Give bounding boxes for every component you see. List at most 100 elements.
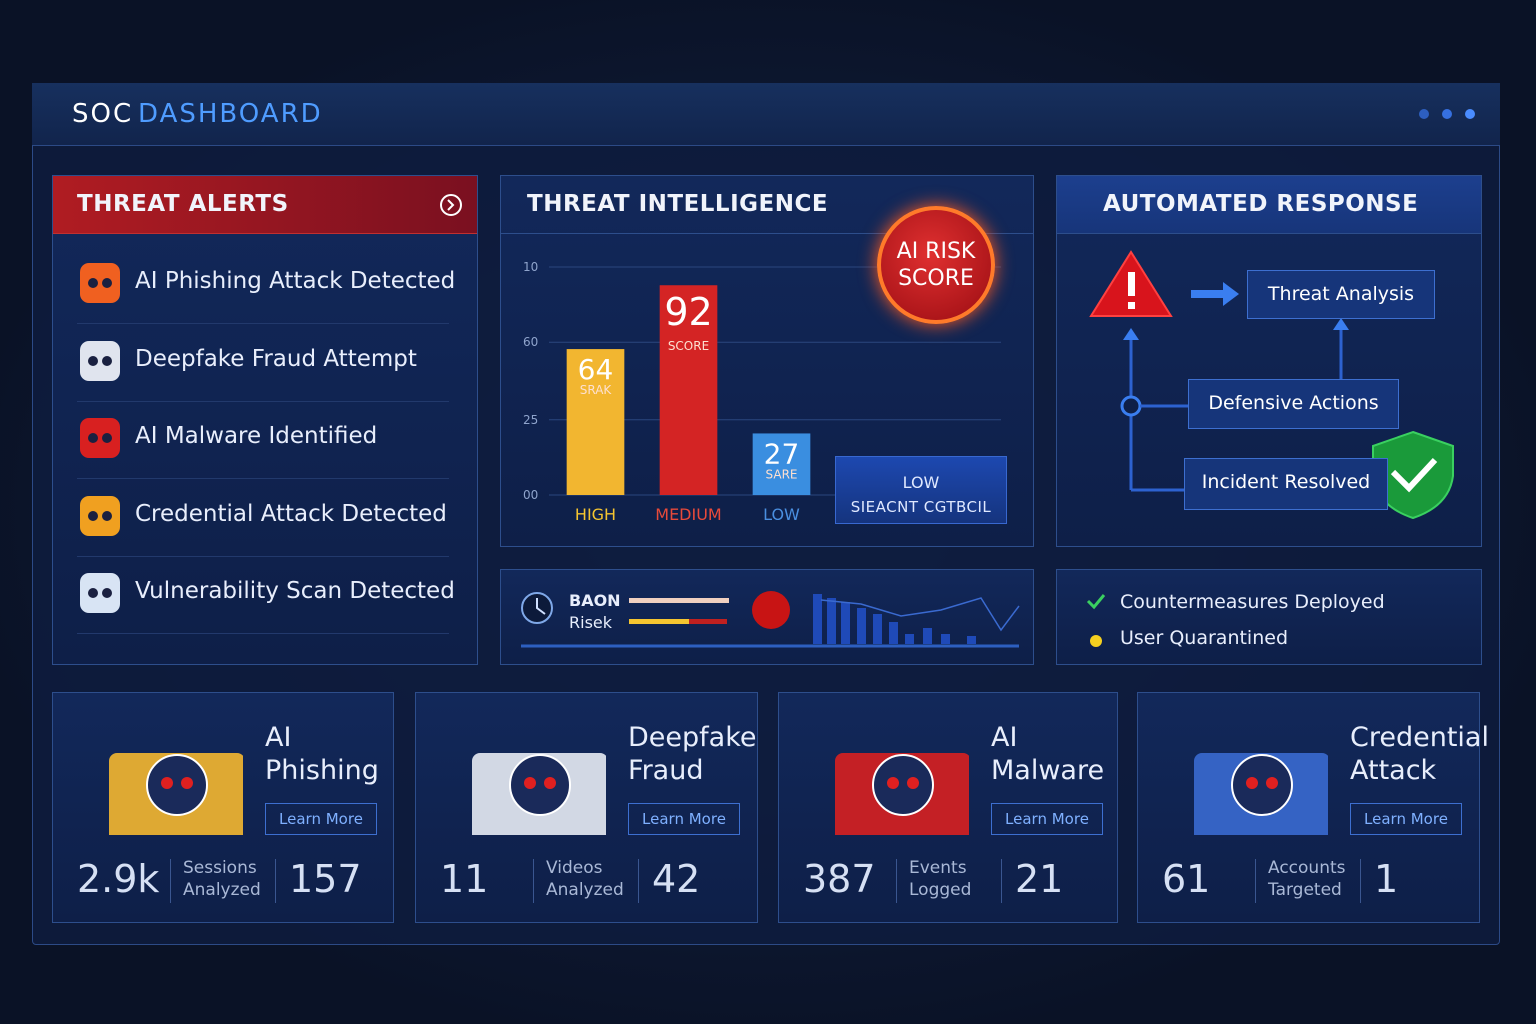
bar-value: 64: [578, 353, 614, 386]
divider: [638, 859, 639, 903]
icon-shape: [146, 754, 208, 816]
learn-more-button[interactable]: Learn More: [991, 803, 1103, 835]
stat-card: AI Malware Learn More 387 Events Logged 21: [778, 692, 1118, 923]
card-title: Credential Attack: [1350, 722, 1489, 786]
alert-item: Vulnerability Scan Detected: [77, 556, 455, 634]
y-tick-label: 10: [523, 260, 538, 274]
panel-header: THREAT INTELLIGENCE: [501, 176, 1033, 234]
alert-icon: [80, 263, 120, 303]
top-bar: SOC DASHBOARD: [32, 83, 1500, 146]
status-item: Countermeasures Deployed: [1120, 591, 1385, 613]
divider: [533, 859, 534, 903]
icon-shape: [524, 777, 536, 789]
stat-label: Accounts Targeted: [1268, 858, 1346, 900]
legend-box: LOW SIEACNT CGTBCIL: [835, 456, 1007, 524]
bar: [752, 433, 811, 495]
panel-title: THREAT INTELLIGENCE: [527, 191, 829, 217]
y-tick-label: 60: [523, 335, 538, 349]
bar-value: 27: [764, 437, 800, 470]
alert-text: Deepfake Fraud Attempt: [135, 345, 417, 372]
stat-value: 21: [1015, 857, 1064, 901]
learn-more-button[interactable]: Learn More: [628, 803, 740, 835]
divider: [275, 859, 276, 903]
stat-value: 11: [440, 857, 489, 901]
automated-response-panel: AUTOMATED RESPONSE Threat Analysis Defen…: [1056, 175, 1482, 547]
alert-text: AI Malware Identified: [135, 423, 378, 449]
card-icon: [109, 753, 243, 835]
icon-shape: [181, 777, 193, 789]
icon-shape: [80, 263, 120, 303]
flow-node: Defensive Actions: [1188, 379, 1399, 429]
stat-value: 1: [1374, 857, 1399, 901]
expand-icon[interactable]: [438, 192, 464, 218]
icon-shape: [907, 777, 919, 789]
panel-title: THREAT ALERTS: [77, 191, 289, 217]
icon-shape: [1246, 777, 1258, 789]
strip-label: BAON: [569, 591, 621, 610]
icon-shape: [1231, 754, 1293, 816]
alert-icon: [80, 573, 120, 613]
card-title: AI Phishing: [265, 722, 379, 786]
bar-sublabel: SRAK: [580, 383, 613, 397]
stat-card: Credential Attack Learn More 61 Accounts Ta…: [1137, 692, 1489, 923]
threat-intel-panel: THREAT INTELLIGENCE 00 25 60 10 64 SRAK HIGH 92…: [500, 175, 1034, 547]
stat-value: 387: [803, 857, 876, 901]
icon-shape: [102, 510, 112, 521]
x-tick-label: HIGH: [575, 505, 616, 524]
icon-shape: [509, 754, 571, 816]
alert-text: AI Phishing Attack Detected: [135, 268, 456, 294]
stat-value: 42: [652, 857, 701, 901]
risk-badge: AI RISK SCORE: [877, 206, 995, 324]
icon-shape: [872, 754, 934, 816]
bar-sublabel: SCORE: [668, 339, 709, 353]
icon-shape: [80, 418, 120, 458]
card-title: AI Malware: [991, 722, 1105, 786]
x-tick-label: MEDIUM: [655, 505, 721, 524]
alert-icon: [80, 418, 120, 458]
alert-item: Credential Attack Detected: [77, 479, 449, 557]
title-a: SOC: [72, 99, 134, 129]
alert-item: AI Malware Identified: [77, 401, 449, 479]
learn-more-button[interactable]: Learn More: [1350, 803, 1462, 835]
status-icons: [1086, 594, 1106, 647]
window-dots: [1419, 109, 1475, 119]
icon-shape: [88, 588, 98, 598]
stat-value: 157: [289, 857, 362, 901]
strip-label: Risek: [569, 613, 613, 632]
divider: [1255, 859, 1256, 903]
alert-item: AI Phishing Attack Detected: [77, 246, 455, 324]
divider: [170, 859, 171, 903]
divider: [1360, 859, 1361, 903]
stat-label: Events Logged: [909, 858, 972, 900]
bar: [659, 285, 718, 495]
x-tick-label: LOW: [763, 505, 800, 524]
icon-shape: [102, 588, 112, 598]
flow-graphics: [1089, 250, 1454, 520]
badge-text: AI RISK SCORE: [896, 239, 976, 291]
threat-alerts-panel: THREAT ALERTS AI Phishing Attack Detecte…: [52, 175, 478, 665]
legend-line: LOW: [902, 473, 940, 492]
stat-label: Videos Analyzed: [546, 858, 624, 900]
icon-shape: [1266, 777, 1278, 789]
alert-icon: [80, 340, 120, 381]
y-tick-label: 25: [523, 413, 538, 427]
icon-shape: [102, 355, 112, 366]
panel-title: AUTOMATED RESPONSE: [1103, 191, 1419, 217]
divider: [896, 859, 897, 903]
icon-shape: [80, 573, 120, 613]
icon-shape: [88, 278, 98, 288]
icon-shape: [102, 433, 112, 443]
strip-graphics: [521, 591, 1020, 648]
icon-shape: [544, 777, 556, 789]
icon-shape: [80, 495, 120, 536]
icon-shape: [80, 340, 120, 381]
card-icon: [1194, 753, 1328, 835]
flow-node: Threat Analysis: [1247, 270, 1435, 319]
icon-shape: [887, 777, 899, 789]
legend-line: SIEACNT CGTBCIL: [850, 498, 992, 516]
title-b: DASHBOARD: [138, 99, 323, 129]
icon-shape: [88, 510, 98, 521]
learn-more-button[interactable]: Learn More: [265, 803, 377, 835]
alert-item: Deepfake Fraud Attempt: [77, 324, 449, 402]
